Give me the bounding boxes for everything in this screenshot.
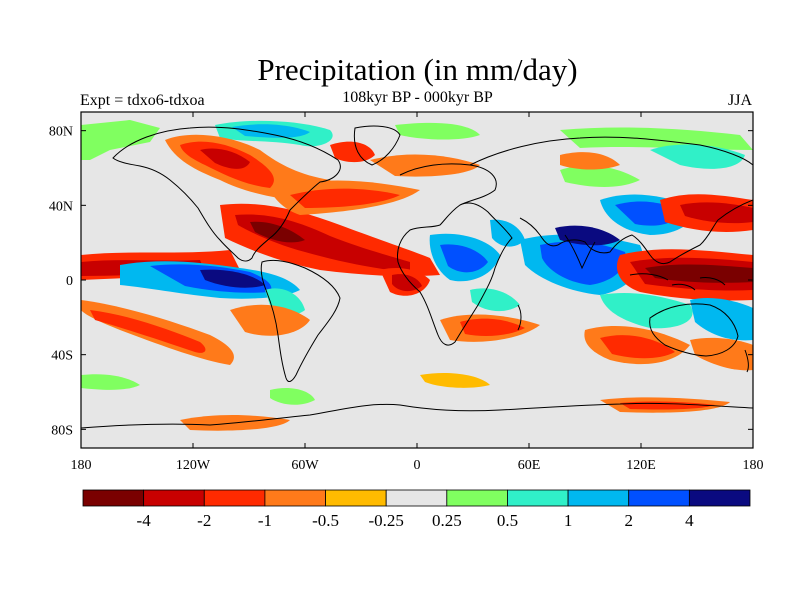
colorbar: -4 -2 -1 -0.5 -0.25 0.25 0.5 1 2 4: [82, 489, 751, 530]
colorbar-label: 4: [685, 511, 694, 530]
lon-tick-label: 60W: [291, 458, 319, 473]
lon-tick-label: 60E: [518, 458, 541, 473]
colorbar-label: -2: [197, 511, 211, 530]
colorbar-swatch: [143, 489, 205, 507]
colorbar-swatch: [325, 489, 387, 507]
lat-tick-label: 80S: [51, 423, 73, 438]
colorbar-label: 0.5: [497, 511, 518, 530]
lat-tick-label: 80N: [49, 125, 73, 140]
colorbar-label: 1: [564, 511, 573, 530]
colorbar-swatch: [507, 489, 569, 507]
lon-tick-label: 0: [414, 458, 421, 473]
coastlines: [81, 125, 753, 429]
lon-tick-label: 120E: [626, 458, 656, 473]
colorbar-swatch: [628, 489, 690, 507]
colorbar-label: -1: [258, 511, 272, 530]
colorbar-label: -0.25: [368, 511, 403, 530]
colorbar-swatch: [264, 489, 326, 507]
period-label: 108kyr BP - 000kyr BP: [342, 89, 493, 106]
colorbar-swatch: [688, 489, 751, 507]
experiment-label: Expt = tdxo6-tdxoa: [80, 92, 205, 109]
lon-tick-label: 180: [743, 458, 764, 473]
colorbar-swatch: [446, 489, 508, 507]
colorbar-swatch: [82, 489, 145, 507]
longitude-axis: 180 120W 60W 0 60E 120E 180: [71, 112, 764, 473]
lat-tick-label: 40S: [51, 349, 73, 364]
colorbar-label: 2: [624, 511, 633, 530]
lon-tick-label: 180: [71, 458, 92, 473]
latitude-axis: 80N 40N 0 40S 80S: [49, 125, 753, 438]
colorbar-swatch: [385, 489, 448, 507]
colorbar-swatch: [567, 489, 630, 507]
colorbar-label: 0.25: [432, 511, 462, 530]
colorbar-label: -0.5: [312, 511, 339, 530]
map-area: [81, 112, 753, 448]
season-label: JJA: [727, 92, 752, 109]
lon-tick-label: 120W: [176, 458, 211, 473]
colorbar-swatch: [203, 489, 266, 507]
lat-tick-label: 40N: [49, 199, 73, 214]
lat-tick-label: 0: [66, 274, 73, 289]
chart-title: Precipitation (in mm/day): [257, 52, 578, 87]
colorbar-label: -4: [137, 511, 152, 530]
